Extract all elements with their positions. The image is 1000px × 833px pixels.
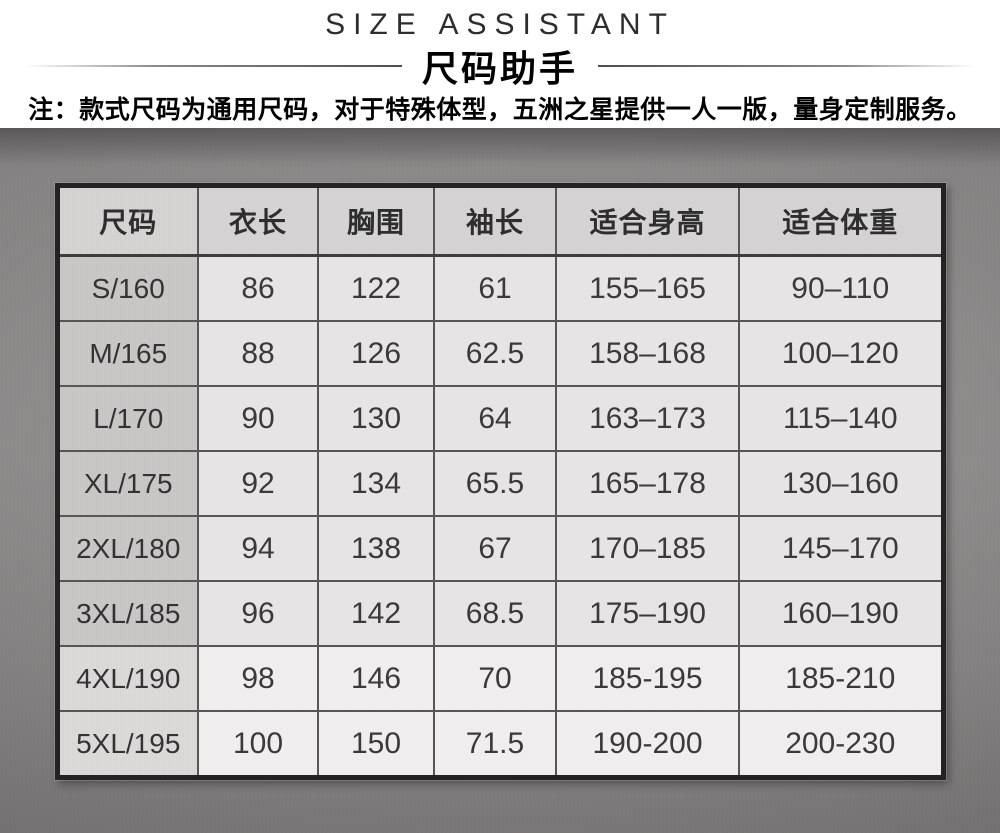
value-cell: 185-195 <box>555 645 740 712</box>
size-table-body: S/160 86 122 61 155–165 90–110 M/165 88 126 62.5 1… <box>56 254 944 779</box>
value-cell: 130 <box>317 385 435 452</box>
column-header-4: 适合身高 <box>555 184 740 257</box>
column-header-0: 尺码 <box>56 184 199 257</box>
size-label-cell: 2XL/180 <box>56 515 199 582</box>
size-label-cell: 4XL/190 <box>56 645 199 712</box>
value-cell: 96 <box>197 580 319 647</box>
value-cell: 142 <box>317 580 435 647</box>
value-cell: 100–120 <box>738 320 944 387</box>
value-cell: 122 <box>317 254 435 322</box>
value-cell: 146 <box>317 645 435 712</box>
header-row: 尺码 衣长 胸围 袖长 适合身高 适合体重 <box>56 184 944 257</box>
value-cell: 160–190 <box>738 580 944 647</box>
divider-line-left <box>24 65 402 67</box>
value-cell: 70 <box>433 645 557 712</box>
value-cell: 130–160 <box>738 450 944 517</box>
size-label-cell: 5XL/195 <box>56 710 199 779</box>
column-header-2: 胸围 <box>317 184 435 257</box>
table-row: S/160 86 122 61 155–165 90–110 <box>56 254 944 322</box>
value-cell: 200-230 <box>738 710 944 779</box>
value-cell: 163–173 <box>555 385 740 452</box>
value-cell: 126 <box>317 320 435 387</box>
size-label-cell: L/170 <box>56 385 199 452</box>
column-header-5: 适合体重 <box>738 184 944 257</box>
value-cell: 64 <box>433 385 557 452</box>
title-english: SIZE ASSISTANT <box>325 8 675 41</box>
table-row: 4XL/190 98 146 70 185-195 185-210 <box>56 645 944 712</box>
value-cell: 185-210 <box>738 645 944 712</box>
page-header: SIZE ASSISTANT 尺码助手 注：款式尺码为通用尺码，对于特殊体型，五… <box>0 0 1000 126</box>
value-cell: 90 <box>197 385 319 452</box>
value-cell: 92 <box>197 450 319 517</box>
size-table-head: 尺码 衣长 胸围 袖长 适合身高 适合体重 <box>56 184 944 257</box>
table-row: 2XL/180 94 138 67 170–185 145–170 <box>56 515 944 582</box>
value-cell: 150 <box>317 710 435 779</box>
table-row: XL/175 92 134 65.5 165–178 130–160 <box>56 450 944 517</box>
value-cell: 155–165 <box>555 254 740 322</box>
value-cell: 62.5 <box>433 320 557 387</box>
value-cell: 98 <box>197 645 319 712</box>
table-row: 3XL/185 96 142 68.5 175–190 160–190 <box>56 580 944 647</box>
column-header-3: 袖长 <box>433 184 557 257</box>
metal-background: 尺码 衣长 胸围 袖长 适合身高 适合体重 S/160 86 122 61 155–165 90–1… <box>0 128 1000 833</box>
value-cell: 190-200 <box>555 710 740 779</box>
value-cell: 90–110 <box>738 254 944 322</box>
value-cell: 65.5 <box>433 450 557 517</box>
size-label-cell: XL/175 <box>56 450 199 517</box>
value-cell: 67 <box>433 515 557 582</box>
size-label-cell: 3XL/185 <box>56 580 199 647</box>
size-table: 尺码 衣长 胸围 袖长 适合身高 适合体重 S/160 86 122 61 155–165 90–1… <box>54 183 946 780</box>
value-cell: 94 <box>197 515 319 582</box>
value-cell: 145–170 <box>738 515 944 582</box>
title-chinese: 尺码助手 <box>422 48 579 90</box>
size-label-cell: S/160 <box>56 254 199 322</box>
size-label-cell: M/165 <box>56 320 199 387</box>
column-header-1: 衣长 <box>197 184 319 257</box>
value-cell: 61 <box>433 254 557 322</box>
divider-line-right <box>598 65 977 67</box>
value-cell: 138 <box>317 515 435 582</box>
value-cell: 170–185 <box>555 515 740 582</box>
table-row: 5XL/195 100 150 71.5 190-200 200-230 <box>56 710 944 779</box>
table-row: M/165 88 126 62.5 158–168 100–120 <box>56 320 944 387</box>
value-cell: 158–168 <box>555 320 740 387</box>
value-cell: 100 <box>197 710 319 779</box>
value-cell: 68.5 <box>433 580 557 647</box>
table-row: L/170 90 130 64 163–173 115–140 <box>56 385 944 452</box>
value-cell: 86 <box>197 254 319 322</box>
title-chinese-row: 尺码助手 <box>24 46 977 90</box>
value-cell: 134 <box>317 450 435 517</box>
value-cell: 165–178 <box>555 450 740 517</box>
value-cell: 115–140 <box>738 385 944 452</box>
value-cell: 175–190 <box>555 580 740 647</box>
note-text: 注：款式尺码为通用尺码，对于特殊体型，五洲之星提供一人一版，量身定制服务。 <box>28 95 972 124</box>
value-cell: 88 <box>197 320 319 387</box>
value-cell: 71.5 <box>433 710 557 779</box>
